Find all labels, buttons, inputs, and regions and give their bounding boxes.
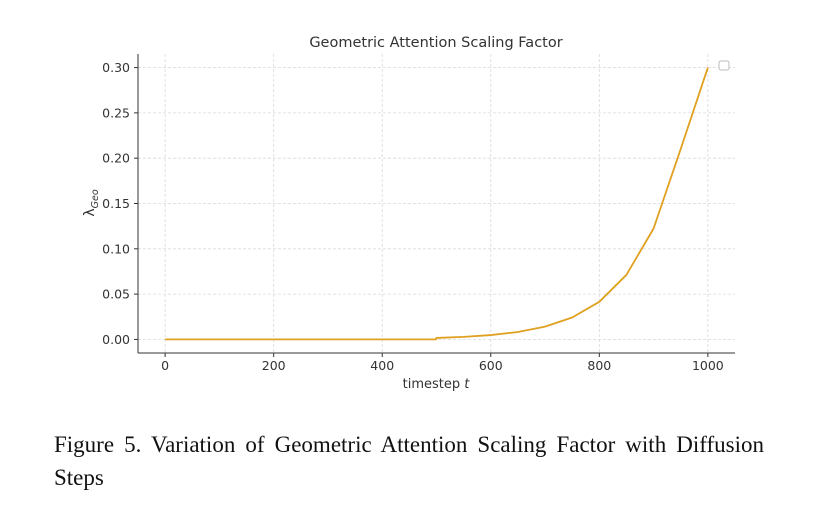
x-tick-label: 600 bbox=[479, 358, 503, 373]
figure-caption: Figure 5. Variation of Geometric Attenti… bbox=[54, 432, 764, 490]
x-ticks: 0 200 400 600 800 1000 bbox=[161, 353, 724, 373]
x-axis-label: timestep t bbox=[403, 377, 471, 392]
y-tick-label: 0.25 bbox=[102, 105, 130, 120]
y-tick-label: 0.10 bbox=[102, 241, 130, 256]
y-axis-label: λGeo bbox=[82, 189, 101, 217]
chart: 0 200 400 600 800 1000 0.000.050.100.150.200.… bbox=[82, 35, 735, 392]
x-tick-label: 800 bbox=[587, 358, 611, 373]
grid bbox=[138, 54, 735, 353]
y-tick-label: 0.00 bbox=[102, 332, 130, 347]
chart-title: Geometric Attention Scaling Factor bbox=[309, 35, 562, 51]
series-layer bbox=[165, 67, 709, 341]
x-tick-label: 1000 bbox=[692, 358, 724, 373]
legend-box bbox=[718, 60, 730, 71]
x-tick-label: 0 bbox=[161, 358, 169, 373]
y-tick-label: 0.05 bbox=[102, 287, 130, 302]
series-line bbox=[165, 67, 709, 341]
y-tick-label: 0.15 bbox=[102, 196, 130, 211]
x-tick-label: 200 bbox=[262, 358, 286, 373]
y-tick-label: 0.20 bbox=[102, 151, 130, 166]
x-tick-label: 400 bbox=[370, 358, 394, 373]
y-ticks: 0.00 0.05 0.10 0.15 0.20 0.25 0.30 bbox=[102, 60, 138, 347]
y-tick-label: 0.30 bbox=[102, 60, 130, 75]
